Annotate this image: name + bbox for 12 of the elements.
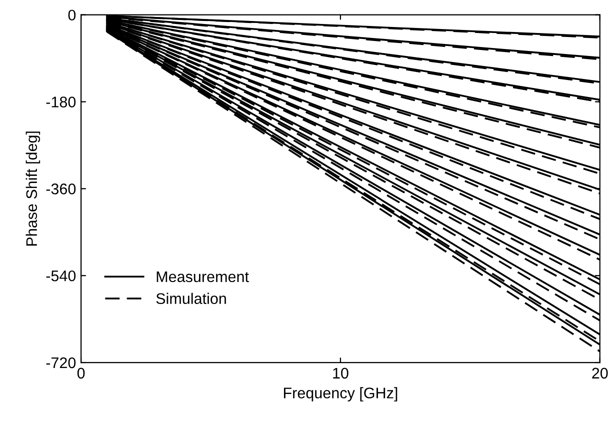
legend-label: Measurement (156, 271, 249, 282)
legend-label: Simulation (156, 292, 226, 304)
x-tick-label: 0 (77, 368, 85, 379)
y-axis-title: Phase Shift [deg] (26, 132, 40, 246)
y-tick-label: -360 (46, 184, 76, 194)
x-axis-title: Frequency [GHz] (284, 387, 398, 402)
y-tick-label: -180 (46, 96, 76, 108)
y-tick-label: -720 (46, 357, 76, 368)
y-tick-label: -540 (46, 270, 76, 282)
x-tick-label: 20 (592, 368, 608, 379)
y-tick-label: 0 (68, 10, 76, 21)
x-tick-label: 10 (333, 368, 348, 379)
